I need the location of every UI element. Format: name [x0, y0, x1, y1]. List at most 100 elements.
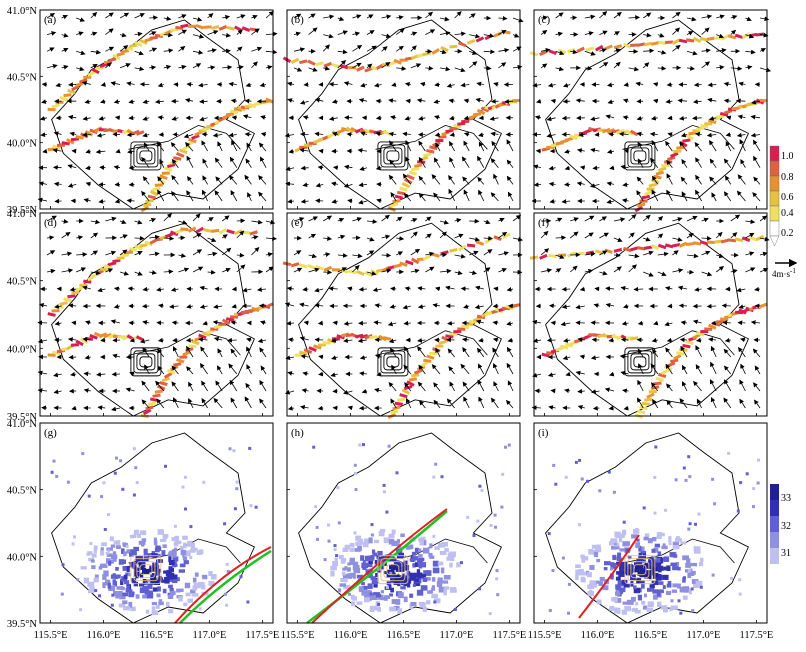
temp-cell [353, 463, 357, 467]
wind-vector [259, 379, 267, 392]
wind-vector [549, 198, 556, 204]
temp-cell [340, 559, 345, 564]
temp-cell [112, 579, 116, 585]
temp-cell [349, 542, 355, 548]
wind-vector [388, 174, 397, 185]
wind-vector [61, 32, 69, 38]
wind-vector [245, 158, 252, 168]
wind-vector [110, 81, 121, 86]
wind-vector [53, 131, 62, 136]
wind-vector [540, 63, 548, 69]
temp-cell [456, 562, 461, 568]
temp-cell [440, 567, 445, 574]
temp-cell [174, 547, 178, 552]
lat-tick-label: 41.0°N [7, 6, 38, 17]
temp-cell [700, 557, 704, 562]
wind-vector [119, 219, 127, 225]
temp-cell [699, 585, 703, 589]
front-mark [230, 315, 239, 319]
front-mark [290, 57, 300, 64]
front-mark [63, 93, 72, 98]
wind-vector [375, 115, 382, 121]
wind-vector [366, 14, 374, 19]
front-mark [218, 322, 227, 326]
front-mark [89, 334, 98, 340]
temp-cell [123, 574, 128, 580]
front-mark [423, 358, 432, 363]
wind-vector [439, 66, 451, 72]
wind-vector [61, 218, 69, 224]
temp-cell [494, 525, 497, 529]
temp-cell [134, 466, 138, 470]
wind-vector [97, 287, 106, 293]
temp-cell [384, 595, 391, 599]
temp-cell [575, 564, 581, 569]
wind-vector [111, 406, 121, 412]
wind-vector [693, 82, 702, 88]
wind-vector [37, 320, 48, 326]
wind-vector [230, 190, 238, 202]
temp-cell [586, 572, 592, 578]
front-mark [512, 98, 521, 103]
wind-vector [265, 252, 273, 257]
wind-vector [358, 98, 368, 103]
temp-cell [653, 511, 657, 515]
temp-cell [608, 541, 615, 546]
wind-vector [352, 253, 363, 259]
wind-vector [753, 155, 761, 168]
wind-vector [170, 287, 179, 292]
front-mark [453, 123, 462, 129]
temp-cell [501, 472, 505, 476]
wind-vector [739, 138, 746, 152]
front-mark [650, 41, 660, 46]
wind-vector [716, 65, 725, 70]
temp-cell [472, 534, 476, 537]
temp-cell [123, 606, 130, 611]
wind-vector [139, 338, 150, 344]
wind-vector [584, 14, 596, 20]
temp-cell [638, 559, 646, 563]
front-mark [225, 112, 235, 117]
front-mark [592, 127, 602, 133]
wind-vector [540, 47, 551, 53]
front-mark [727, 34, 737, 40]
wind-vector [420, 81, 426, 87]
temp-colorbar-swatch [770, 484, 779, 500]
front-mark [401, 388, 411, 395]
wind-vector [358, 182, 368, 188]
temp-cell [71, 542, 75, 546]
temp-cell [646, 607, 654, 612]
wind-vector [666, 159, 673, 168]
wind-vector [236, 264, 246, 273]
front-mark [678, 38, 688, 44]
city-contour [386, 150, 400, 162]
wind-vector [439, 16, 450, 22]
wind-vector [201, 189, 208, 202]
wind-vector [230, 397, 238, 409]
wind-vector [213, 397, 223, 409]
front-mark [755, 32, 765, 37]
front-mark [457, 41, 467, 48]
temp-cell [178, 569, 185, 573]
wind-vector [672, 11, 681, 19]
wind-vector [679, 141, 688, 152]
temp-cell [647, 601, 654, 608]
temp-cell [394, 574, 400, 580]
temp-cell [185, 592, 191, 597]
front-mark [103, 333, 112, 339]
temp-cell [633, 585, 637, 589]
front-mark [51, 309, 60, 313]
temp-cell [145, 568, 151, 573]
front-mark [159, 381, 168, 386]
front-mark [576, 46, 585, 53]
wind-vector [477, 155, 485, 168]
wind-vector [163, 64, 172, 70]
wind-vector [375, 165, 382, 171]
wind-vector [96, 372, 106, 377]
wind-vector [433, 157, 441, 168]
wind-vector [623, 82, 629, 87]
front-mark [83, 75, 92, 79]
front-mark [364, 270, 373, 277]
wind-vector [100, 82, 106, 87]
temp-cell [80, 566, 87, 570]
